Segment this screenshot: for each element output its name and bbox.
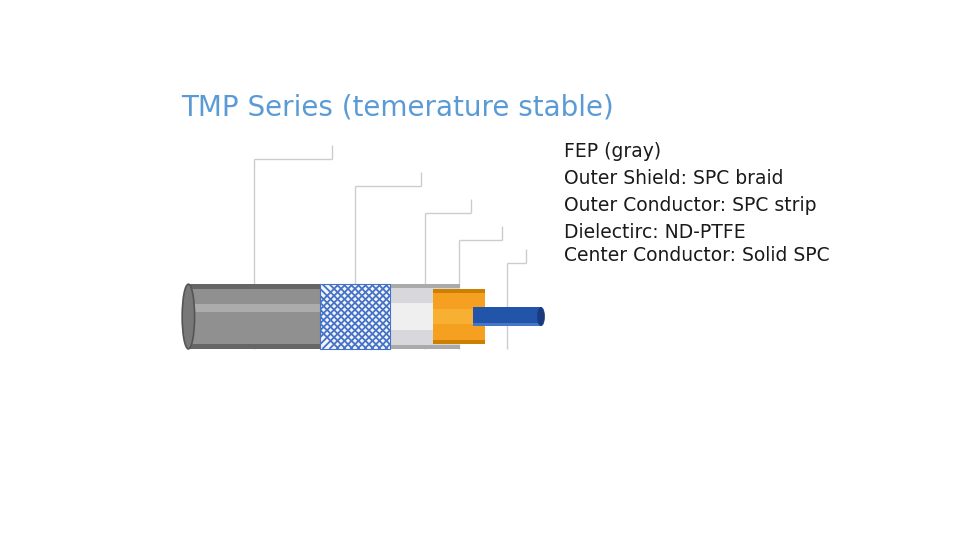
Bar: [390, 284, 460, 288]
Text: Outer Conductor: SPC strip: Outer Conductor: SPC strip: [564, 196, 816, 215]
Ellipse shape: [537, 307, 545, 326]
Ellipse shape: [182, 284, 195, 349]
Bar: [432, 289, 485, 345]
Bar: [432, 309, 485, 324]
Bar: [472, 323, 541, 326]
Bar: [432, 289, 485, 293]
Text: FEP (gray): FEP (gray): [564, 143, 662, 161]
Text: Dielectirc: ND-PTFE: Dielectirc: ND-PTFE: [564, 223, 746, 242]
Bar: [188, 304, 320, 312]
Bar: [390, 284, 460, 349]
Bar: [188, 284, 320, 289]
Text: Center Conductor: Solid SPC: Center Conductor: Solid SPC: [564, 246, 830, 265]
Bar: [472, 307, 541, 326]
Bar: [432, 340, 485, 345]
Text: TMP Series (temerature stable): TMP Series (temerature stable): [180, 93, 613, 121]
Bar: [390, 302, 460, 330]
Bar: [320, 284, 390, 349]
Text: Outer Shield: SPC braid: Outer Shield: SPC braid: [564, 169, 784, 188]
Bar: [320, 284, 390, 349]
Bar: [390, 345, 460, 349]
Bar: [188, 284, 320, 349]
Bar: [188, 345, 320, 349]
